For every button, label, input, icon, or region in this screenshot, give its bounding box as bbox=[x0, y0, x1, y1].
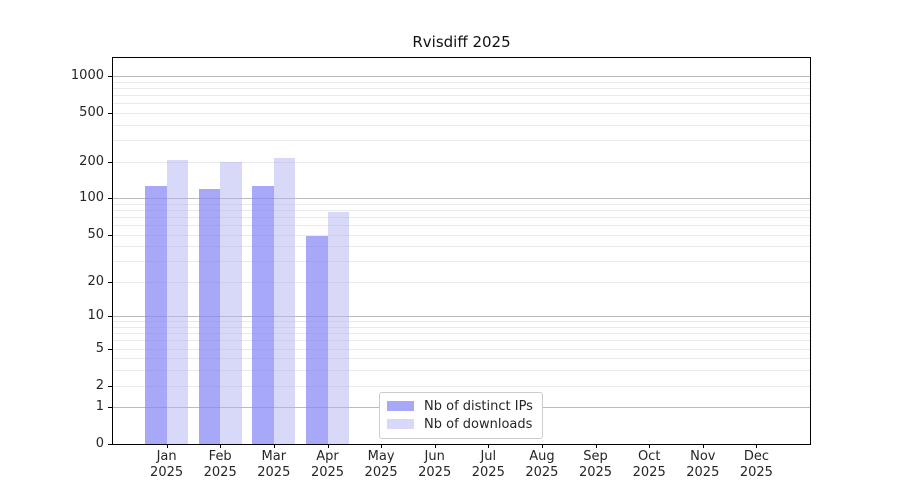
minor-gridline-3 bbox=[113, 370, 810, 372]
x-tick-label-jan: Jan 2025 bbox=[150, 449, 184, 480]
bar-jan-downloads bbox=[166, 160, 189, 444]
legend-swatch-downloads-icon bbox=[387, 419, 414, 429]
minor-gridline-90 bbox=[113, 203, 810, 205]
x-tick-label-jun: Jun 2025 bbox=[418, 449, 452, 480]
minor-gridline-6 bbox=[113, 340, 810, 342]
x-tick-sep bbox=[595, 444, 597, 448]
y-tick-500 bbox=[108, 113, 112, 114]
minor-gridline-600 bbox=[113, 103, 810, 105]
x-tick-label-nov: Nov 2025 bbox=[686, 449, 720, 480]
y-tick-label-50: 50 bbox=[87, 226, 104, 242]
legend-label-downloads: Nb of downloads bbox=[424, 416, 533, 432]
y-tick-label-10: 10 bbox=[87, 308, 104, 324]
minor-gridline-400 bbox=[113, 124, 810, 126]
bar-jan-distinct-ips bbox=[145, 185, 167, 444]
x-tick-mar bbox=[273, 444, 275, 448]
x-tick-label-jul: Jul 2025 bbox=[471, 449, 505, 480]
y-tick-label-5: 5 bbox=[95, 340, 104, 356]
bar-feb-distinct-ips bbox=[198, 188, 221, 444]
y-tick-5 bbox=[108, 348, 112, 350]
minor-gridline-200 bbox=[113, 161, 810, 163]
minor-gridline-700 bbox=[113, 95, 810, 97]
minor-gridline-8 bbox=[113, 327, 810, 328]
minor-gridline-2 bbox=[113, 385, 810, 387]
legend-label-distinct-ips: Nb of distinct IPs bbox=[424, 398, 533, 414]
minor-gridline-500 bbox=[113, 113, 810, 114]
y-tick-label-20: 20 bbox=[87, 273, 104, 289]
bar-mar-distinct-ips bbox=[252, 186, 274, 444]
x-tick-label-oct: Oct 2025 bbox=[632, 449, 666, 480]
x-tick-jul bbox=[488, 444, 490, 448]
legend-row-distinct-ips: Nb of distinct IPs bbox=[380, 397, 542, 415]
x-tick-jan bbox=[166, 444, 168, 448]
y-tick-100 bbox=[108, 198, 112, 200]
legend-swatch-distinct-ips-icon bbox=[387, 401, 414, 411]
minor-gridline-80 bbox=[113, 210, 810, 211]
minor-gridline-900 bbox=[113, 81, 810, 83]
y-tick-1 bbox=[108, 407, 112, 409]
x-tick-label-sep: Sep 2025 bbox=[578, 449, 613, 480]
major-gridline-100 bbox=[113, 198, 810, 200]
x-tick-jun bbox=[434, 444, 436, 448]
y-tick-2 bbox=[108, 385, 112, 387]
y-tick-200 bbox=[108, 161, 112, 163]
legend-row-downloads: Nb of downloads bbox=[380, 415, 542, 433]
minor-gridline-70 bbox=[113, 217, 810, 218]
bar-mar-downloads bbox=[273, 157, 296, 444]
minor-gridline-800 bbox=[113, 88, 810, 89]
y-tick-label-0: 0 bbox=[95, 436, 104, 451]
x-tick-label-aug: Aug 2025 bbox=[525, 449, 559, 480]
chart-title: Rvisdiff 2025 bbox=[412, 33, 511, 51]
y-tick-0 bbox=[108, 444, 112, 445]
plot-area: Nb of distinct IPs Nb of downloads bbox=[112, 57, 811, 445]
x-tick-label-dec: Dec 2025 bbox=[739, 449, 773, 480]
minor-gridline-20 bbox=[113, 281, 810, 283]
y-tick-10 bbox=[108, 316, 112, 318]
x-tick-aug bbox=[541, 444, 543, 448]
y-tick-50 bbox=[108, 234, 112, 236]
y-tick-label-1: 1 bbox=[95, 399, 104, 415]
x-tick-may bbox=[381, 444, 383, 448]
minor-gridline-60 bbox=[113, 225, 810, 227]
x-tick-label-mar: Mar 2025 bbox=[257, 449, 291, 480]
x-tick-label-may: May 2025 bbox=[364, 449, 398, 480]
x-tick-dec bbox=[756, 444, 758, 448]
x-tick-oct bbox=[649, 444, 651, 448]
x-tick-feb bbox=[220, 444, 222, 448]
minor-gridline-9 bbox=[113, 321, 810, 323]
y-tick-label-2: 2 bbox=[95, 377, 104, 393]
y-tick-label-100: 100 bbox=[79, 190, 104, 206]
y-tick-label-500: 500 bbox=[79, 105, 104, 120]
x-tick-label-feb: Feb 2025 bbox=[203, 449, 237, 480]
major-gridline-10 bbox=[113, 316, 810, 318]
minor-gridline-30 bbox=[113, 261, 810, 263]
x-tick-apr bbox=[327, 444, 329, 448]
x-tick-nov bbox=[702, 444, 704, 448]
minor-gridline-4 bbox=[113, 358, 810, 360]
y-tick-1000 bbox=[108, 76, 112, 78]
bar-feb-downloads bbox=[220, 161, 242, 444]
major-gridline-1000 bbox=[113, 76, 810, 78]
y-tick-20 bbox=[108, 281, 112, 283]
minor-gridline-7 bbox=[113, 333, 810, 335]
y-tick-label-200: 200 bbox=[79, 153, 104, 169]
legend: Nb of distinct IPs Nb of downloads bbox=[379, 392, 543, 439]
minor-gridline-5 bbox=[113, 348, 810, 350]
bar-apr-downloads bbox=[327, 212, 349, 444]
minor-gridline-300 bbox=[113, 140, 810, 142]
x-tick-label-apr: Apr 2025 bbox=[310, 449, 345, 480]
minor-gridline-40 bbox=[113, 246, 810, 248]
y-tick-label-1000: 1000 bbox=[70, 68, 104, 84]
bar-apr-distinct-ips bbox=[306, 235, 328, 444]
minor-gridline-50 bbox=[113, 234, 810, 236]
